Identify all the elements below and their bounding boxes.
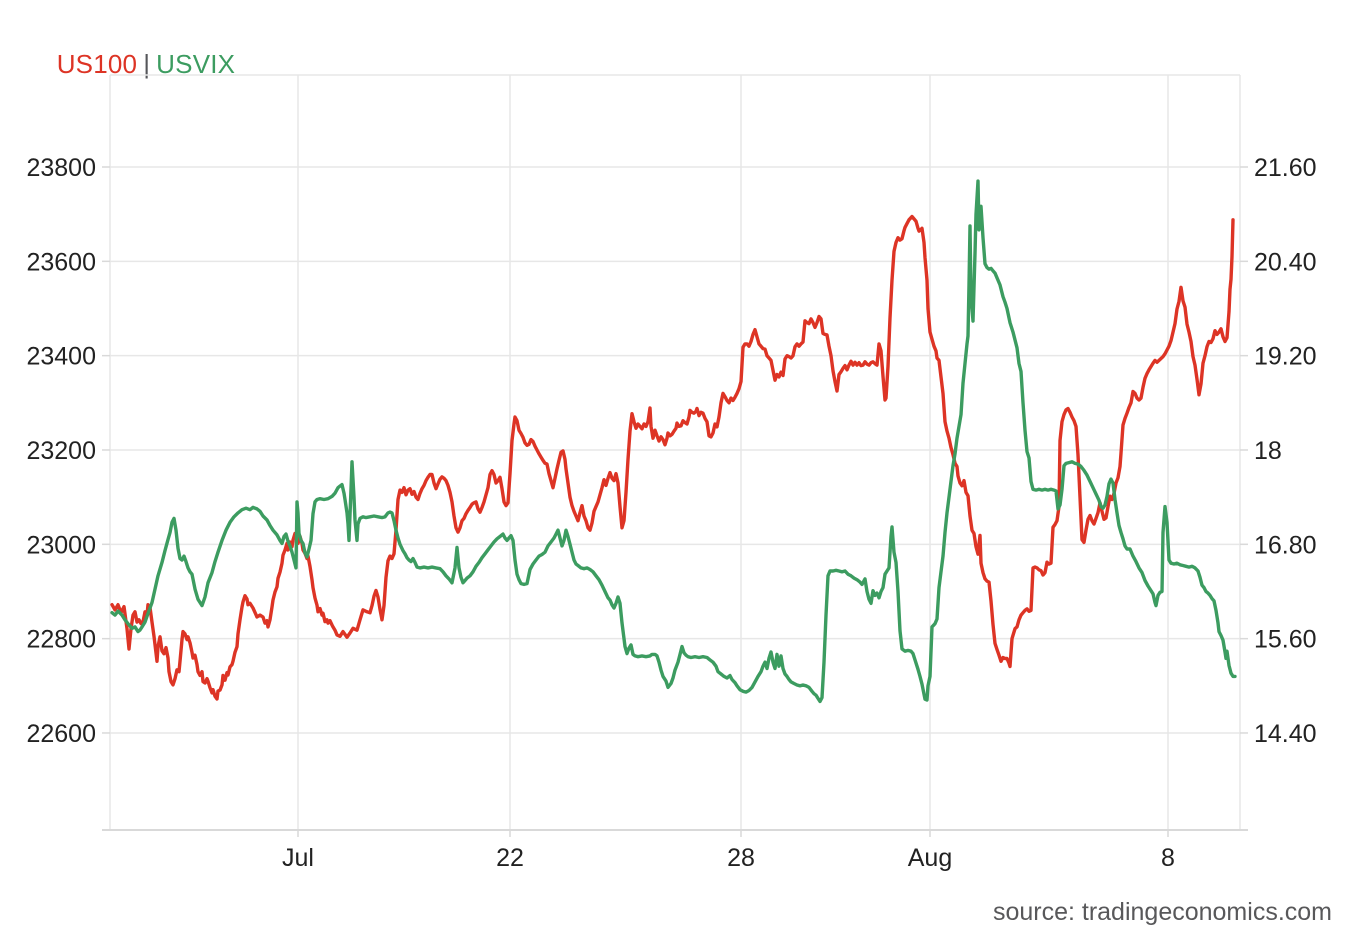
y-axis-right-label: 16.80 [1254,531,1317,559]
chart-legend: US100 | USVIX [27,18,235,111]
y-axis-right-label: 21.60 [1254,154,1317,182]
y-axis-right-label: 15.60 [1254,626,1317,654]
x-axis-label: Jul [282,844,314,872]
x-axis-label: 28 [727,844,755,872]
y-axis-left-label: 23600 [26,248,96,276]
y-axis-right-label: 20.40 [1254,248,1317,276]
y-axis-right-label: 14.40 [1254,720,1317,748]
legend-item-usvix[interactable]: USVIX [156,49,236,79]
y-axis-left-label: 23800 [26,154,96,182]
y-axis-left-label: 23200 [26,437,96,465]
y-axis-left-label: 23400 [26,343,96,371]
y-axis-left-label: 22800 [26,626,96,654]
series-line-usvix[interactable] [110,179,1237,704]
legend-separator: | [143,49,151,79]
x-axis-label: 22 [496,844,524,872]
y-axis-right-label: 18 [1254,437,1282,465]
source-attribution[interactable]: source: tradingeconomics.com [992,898,1332,926]
x-axis-label: Aug [908,844,952,872]
y-axis-right-label: 19.20 [1254,343,1317,371]
y-axis-left-label: 23000 [26,531,96,559]
legend-item-us100[interactable]: US100 [56,49,138,79]
x-axis-label: 8 [1161,844,1175,872]
y-axis-left-label: 22600 [26,720,96,748]
series-line-us100[interactable] [110,214,1235,701]
